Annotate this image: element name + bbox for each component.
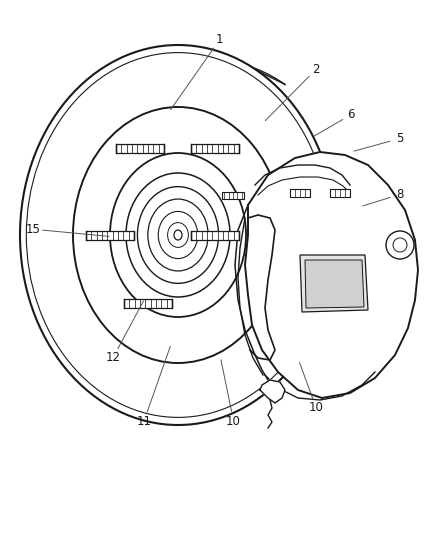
- Text: 15: 15: [25, 223, 40, 236]
- Text: 11: 11: [136, 415, 151, 427]
- Polygon shape: [259, 380, 284, 403]
- Bar: [290, 189, 309, 197]
- Ellipse shape: [137, 187, 218, 284]
- Text: 10: 10: [226, 415, 240, 427]
- Text: 8: 8: [395, 188, 402, 201]
- Text: 6: 6: [346, 108, 354, 121]
- Text: 10: 10: [308, 401, 323, 414]
- Ellipse shape: [110, 153, 245, 317]
- FancyBboxPatch shape: [191, 143, 238, 152]
- Ellipse shape: [73, 107, 283, 363]
- Polygon shape: [304, 260, 363, 308]
- Polygon shape: [244, 152, 417, 398]
- Polygon shape: [299, 255, 367, 312]
- Bar: [222, 191, 244, 198]
- Ellipse shape: [173, 230, 182, 240]
- Ellipse shape: [20, 45, 335, 425]
- Text: 2: 2: [311, 63, 319, 76]
- Text: 5: 5: [395, 132, 402, 145]
- Bar: [329, 189, 349, 197]
- FancyBboxPatch shape: [124, 298, 172, 308]
- Circle shape: [392, 238, 406, 252]
- Ellipse shape: [148, 199, 208, 271]
- Text: 1: 1: [215, 34, 223, 46]
- Ellipse shape: [167, 223, 188, 247]
- Ellipse shape: [158, 212, 197, 259]
- FancyBboxPatch shape: [191, 230, 238, 239]
- FancyBboxPatch shape: [86, 230, 134, 239]
- FancyBboxPatch shape: [116, 143, 164, 152]
- Circle shape: [385, 231, 413, 259]
- Text: 12: 12: [106, 351, 120, 364]
- Ellipse shape: [126, 173, 230, 297]
